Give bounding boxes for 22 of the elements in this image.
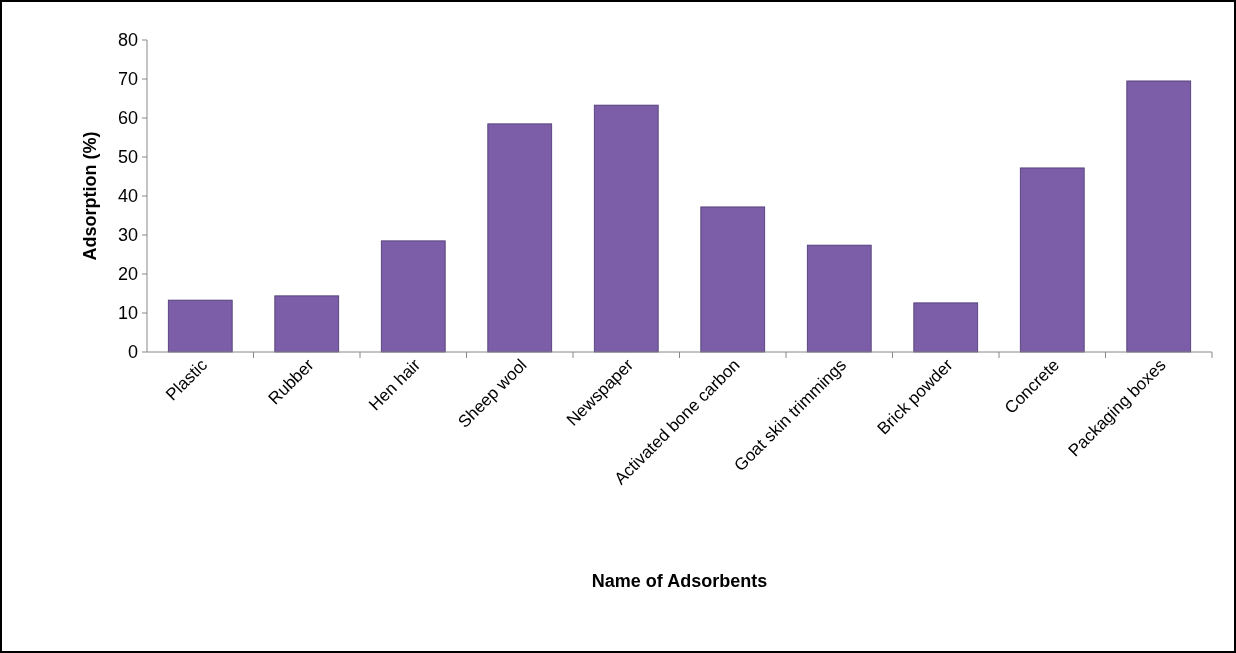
x-axis-title: Name of Adsorbents	[591, 571, 768, 591]
bar	[380, 240, 446, 353]
bar	[913, 302, 979, 353]
y-tick-label: 20	[117, 264, 138, 285]
bar	[274, 295, 340, 353]
y-tick-label: 50	[117, 147, 138, 168]
bar	[700, 206, 766, 353]
y-axis-title: Adsorption (%)	[80, 131, 100, 261]
y-tick-label: 30	[117, 225, 138, 246]
x-tick-label: Hen hair	[365, 355, 425, 415]
bar	[1019, 167, 1085, 353]
bar	[593, 104, 659, 353]
bar	[806, 244, 872, 353]
y-tick-label: 70	[117, 69, 138, 90]
y-tick-label: 80	[117, 30, 138, 51]
y-tick-label: 10	[117, 303, 138, 324]
y-tick-label: 60	[117, 108, 138, 129]
bar	[167, 299, 233, 353]
bar	[487, 123, 553, 353]
y-tick-label: 40	[117, 186, 138, 207]
y-tick-label: 0	[127, 342, 138, 363]
bar	[1126, 80, 1192, 353]
